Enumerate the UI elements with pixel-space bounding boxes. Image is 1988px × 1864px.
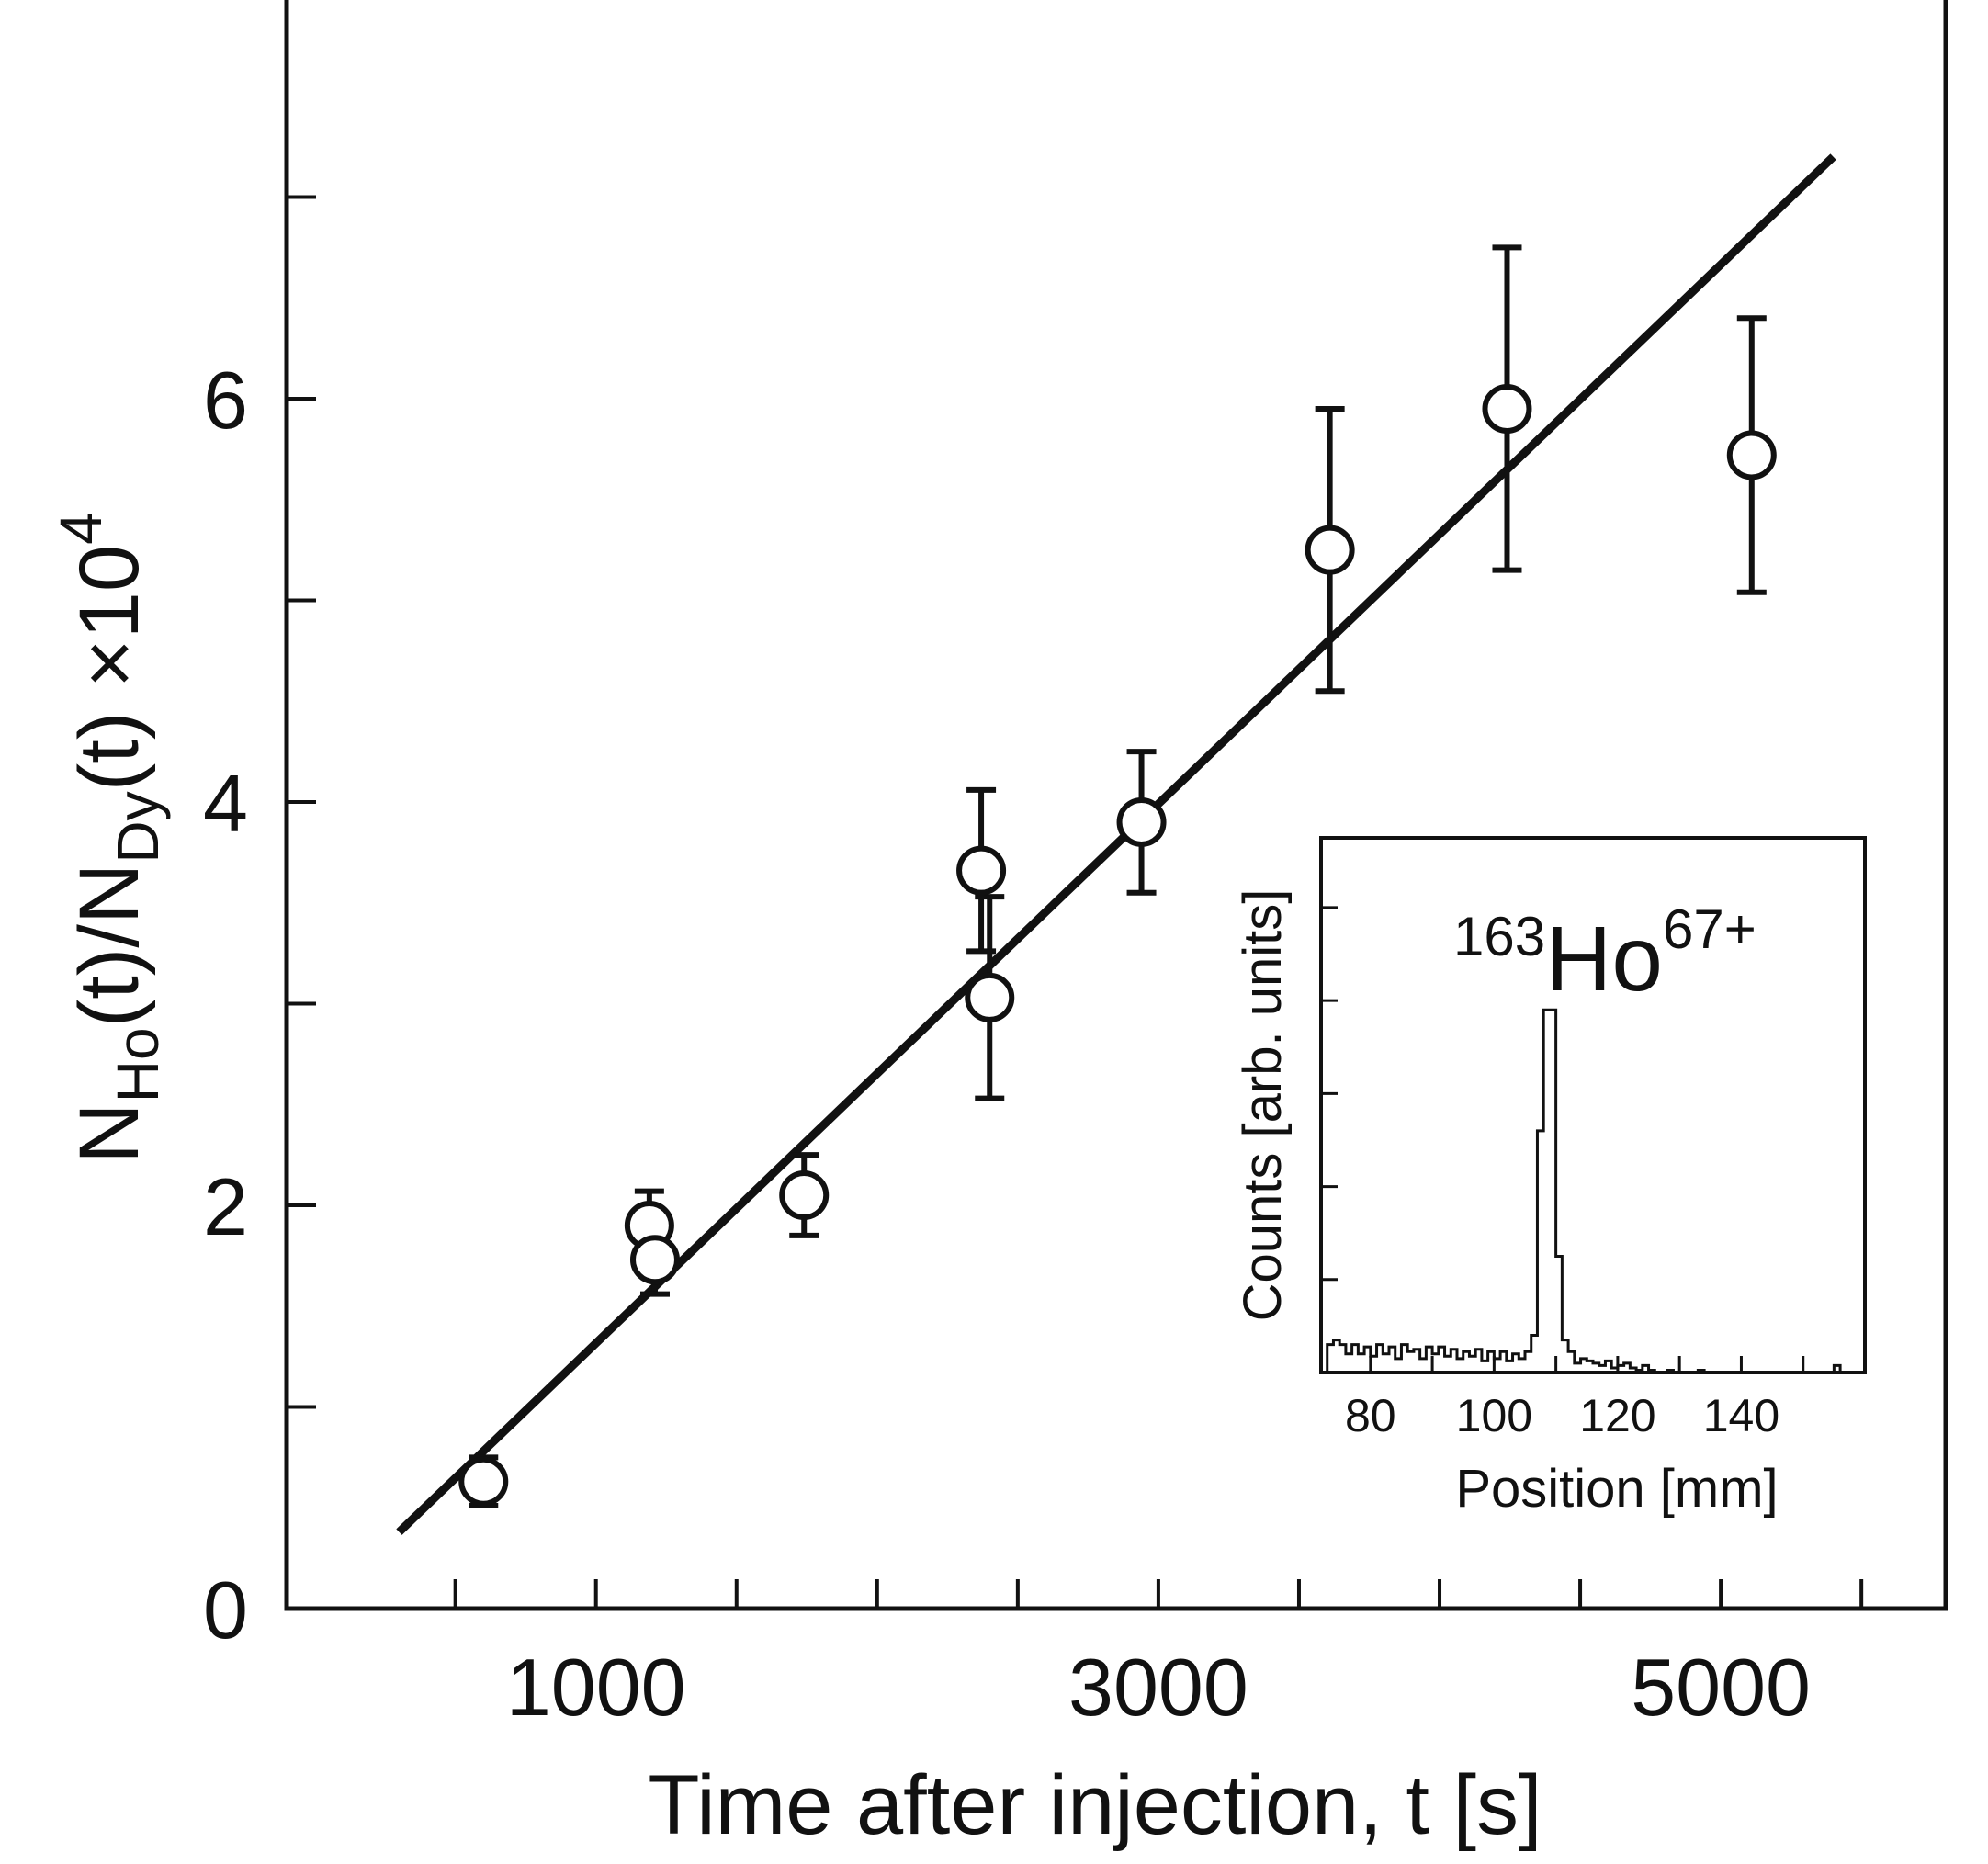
- inset-y-axis-title: Counts [arb. units]: [1233, 889, 1293, 1322]
- inset-tick-labels: 80 100 120 140: [1345, 1390, 1779, 1441]
- inset-x-tick-label: 120: [1579, 1390, 1655, 1441]
- inset-chart: 80 100 120 140 163Ho67+ Position [mm] Count…: [1233, 836, 1867, 1519]
- inset-x-tick-label: 80: [1345, 1390, 1396, 1441]
- x-tick-label: 3000: [1068, 1642, 1248, 1733]
- y-axis-title: NHo(t)/NDy(t) ×104: [48, 512, 171, 1163]
- y-axis-title-sub-ho: Ho: [105, 1027, 171, 1102]
- inset-x-tick-label: 140: [1703, 1390, 1779, 1441]
- data-point: [1116, 796, 1167, 847]
- fit-line-group: [396, 153, 1836, 1535]
- data-point: [965, 972, 1015, 1022]
- inset-title: 163Ho67+: [1453, 898, 1756, 1011]
- y-axis-title-mid: (t)/N: [62, 864, 156, 1028]
- x-tick-label: 5000: [1631, 1642, 1811, 1733]
- data-point: [1726, 430, 1777, 480]
- inset-plot-frame: [1319, 836, 1867, 1374]
- inset-title-mass: 163: [1453, 906, 1545, 967]
- data-point: [458, 1456, 509, 1507]
- main-tick-labels: 1000 3000 5000 0 2 4 6: [203, 355, 1811, 1733]
- error-bars: [469, 244, 1767, 1509]
- data-point: [779, 1170, 830, 1221]
- x-tick-label: 1000: [506, 1642, 686, 1733]
- main-chart: 1000 3000 5000 0 2 4 6 Time after injection, t…: [48, 0, 1948, 1852]
- inset-x-axis-title: Position [mm]: [1455, 1459, 1778, 1519]
- y-tick-label: 6: [203, 355, 248, 446]
- inset-histogram: [1326, 1008, 1865, 1374]
- data-point: [1482, 383, 1532, 434]
- data-point: [629, 1235, 680, 1285]
- y-tick-label: 4: [203, 758, 248, 849]
- y-axis-title-n: N: [62, 1102, 156, 1163]
- y-tick-label: 2: [203, 1161, 248, 1252]
- y-axis-title-sub-dy: Dy: [105, 791, 171, 863]
- fit-line: [396, 153, 1836, 1535]
- data-points: [458, 383, 1777, 1507]
- y-axis-title-tail: (t) ×10: [62, 545, 156, 791]
- y-tick-label: 0: [203, 1565, 248, 1655]
- main-ticks: [287, 195, 1864, 1610]
- x-axis-title: Time after injection, t [s]: [648, 1758, 1542, 1852]
- inset-title-element: Ho: [1545, 908, 1663, 1011]
- main-plot-frame: [284, 0, 1948, 1611]
- y-axis-title-exponent: 4: [48, 512, 114, 545]
- inset-title-charge: 67+: [1663, 898, 1756, 960]
- data-point: [956, 845, 1007, 896]
- inset-x-tick-label: 100: [1456, 1390, 1532, 1441]
- data-point: [1305, 525, 1355, 575]
